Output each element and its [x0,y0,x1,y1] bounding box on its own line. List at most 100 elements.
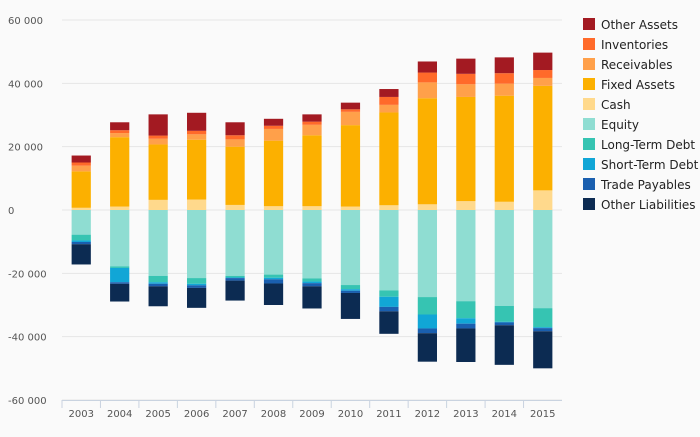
bar-segment[interactable] [263,279,284,284]
bar-segment[interactable] [417,210,437,298]
bar-segment[interactable] [379,210,399,291]
bar-segment[interactable] [417,297,437,315]
bar-segment[interactable] [187,199,207,210]
bar-segment[interactable] [110,266,130,268]
bar-segment[interactable] [187,134,207,140]
bar-segment[interactable] [494,210,514,306]
bar-segment[interactable] [187,287,207,308]
bar-segment[interactable] [187,130,207,135]
bar-segment[interactable] [110,137,130,207]
bar-segment[interactable] [494,83,514,96]
bar-segment[interactable] [225,122,245,136]
bar-segment[interactable] [71,162,91,166]
legend-item[interactable]: Equity [583,118,639,132]
bar-segment[interactable] [187,210,207,279]
bar-segment[interactable] [225,277,245,279]
bar-segment[interactable] [71,240,91,242]
bar-segment[interactable] [302,124,322,136]
bar-segment[interactable] [71,210,91,235]
bar-segment[interactable] [417,82,437,99]
bar-segment[interactable] [225,210,245,276]
bar-segment[interactable] [379,311,399,334]
bar-segment[interactable] [71,155,91,163]
legend-item[interactable]: Other Liabilities [583,198,696,212]
bar-segment[interactable] [71,241,91,245]
bar-segment[interactable] [110,210,130,267]
bar-segment[interactable] [494,201,514,210]
bar-segment[interactable] [225,146,245,205]
bar-segment[interactable] [187,283,207,286]
bar-segment[interactable] [302,283,322,287]
bar-segment[interactable] [417,204,437,210]
bar-segment[interactable] [340,292,361,319]
bar-segment[interactable] [110,267,130,283]
bar-segment[interactable] [71,244,91,265]
bar-segment[interactable] [302,278,322,282]
bar-segment[interactable] [302,286,322,309]
bar-segment[interactable] [110,283,130,302]
bar-segment[interactable] [110,282,130,284]
legend-item[interactable]: Fixed Assets [583,78,675,92]
bar-segment[interactable] [494,73,514,84]
bar-segment[interactable] [456,96,476,202]
bar-segment[interactable] [456,58,476,74]
bar-segment[interactable] [379,306,399,312]
bar-segment[interactable] [494,305,514,322]
bar-segment[interactable] [379,296,399,307]
bar-segment[interactable] [379,205,399,210]
bar-segment[interactable] [456,201,476,210]
bar-segment[interactable] [340,102,361,110]
bar-segment[interactable] [340,289,361,291]
bar-segment[interactable] [263,210,284,275]
bar-segment[interactable] [417,333,437,362]
bar-segment[interactable] [494,57,514,74]
legend-item[interactable]: Receivables [583,58,673,72]
bar-segment[interactable] [71,165,91,172]
bar-segment[interactable] [533,85,553,191]
bar-segment[interactable] [456,84,476,97]
legend-item[interactable]: Long-Term Debt [583,138,695,152]
bar-segment[interactable] [379,112,399,206]
bar-segment[interactable] [417,314,437,329]
bar-segment[interactable] [71,207,91,210]
bar-segment[interactable] [494,325,514,365]
bar-segment[interactable] [110,133,130,138]
bar-segment[interactable] [302,206,322,210]
bar-segment[interactable] [225,139,245,147]
bar-segment[interactable] [379,104,399,113]
bar-segment[interactable] [340,206,361,210]
bar-segment[interactable] [148,283,168,287]
bar-segment[interactable] [225,204,245,210]
bar-segment[interactable] [187,139,207,200]
bar-segment[interactable] [263,274,284,278]
bar-segment[interactable] [71,234,91,241]
bar-segment[interactable] [148,199,168,210]
bar-segment[interactable] [494,322,514,326]
bar-segment[interactable] [379,290,399,297]
bar-segment[interactable] [494,321,514,323]
bar-segment[interactable] [379,96,399,105]
bar-segment[interactable] [263,277,284,280]
bar-segment[interactable] [417,98,437,205]
bar-segment[interactable] [340,125,361,207]
bar-segment[interactable] [340,210,361,286]
bar-segment[interactable] [148,282,168,284]
bar-segment[interactable] [533,77,553,86]
bar-segment[interactable] [263,206,284,210]
bar-segment[interactable] [263,140,284,207]
legend-item[interactable]: Other Assets [583,18,678,32]
bar-segment[interactable] [148,135,168,139]
bar-segment[interactable] [456,301,476,319]
bar-segment[interactable] [340,290,361,293]
bar-segment[interactable] [340,285,361,290]
bar-segment[interactable] [533,70,553,78]
bar-segment[interactable] [225,135,245,140]
bar-segment[interactable] [417,328,437,334]
bar-segment[interactable] [225,275,245,278]
bar-segment[interactable] [533,52,553,71]
bar-segment[interactable] [302,210,322,279]
bar-segment[interactable] [533,331,553,369]
legend-item[interactable]: Inventories [583,38,668,52]
bar-segment[interactable] [110,130,130,134]
bar-segment[interactable] [417,61,437,73]
